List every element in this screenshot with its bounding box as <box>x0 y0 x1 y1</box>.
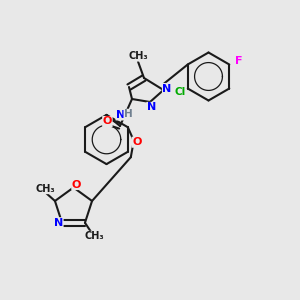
Text: O: O <box>103 116 112 127</box>
Text: F: F <box>235 56 242 67</box>
Text: CH₃: CH₃ <box>128 51 148 61</box>
Text: N: N <box>147 102 156 112</box>
Text: N: N <box>116 110 125 120</box>
Text: CH₃: CH₃ <box>84 231 104 241</box>
Text: N: N <box>163 83 172 94</box>
Text: H: H <box>124 109 133 119</box>
Text: Cl: Cl <box>175 86 186 97</box>
Text: CH₃: CH₃ <box>35 184 55 194</box>
Text: N: N <box>54 218 63 228</box>
Text: O: O <box>72 179 81 190</box>
Text: O: O <box>132 137 142 147</box>
